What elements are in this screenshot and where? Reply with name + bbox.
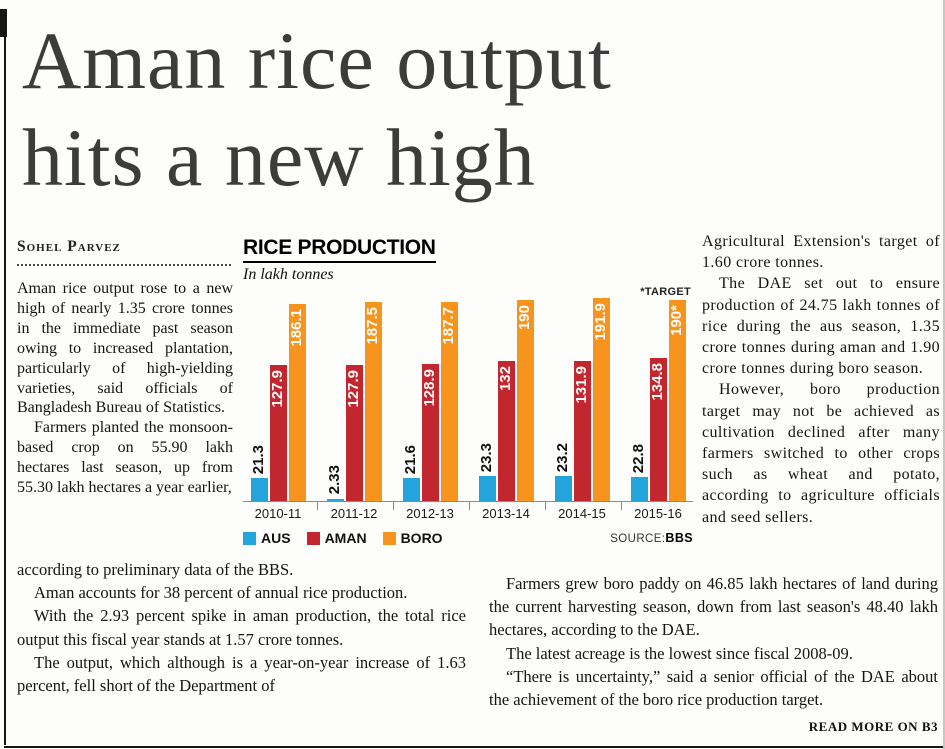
boro-value-label: 187.5 [364,307,381,345]
chart-subtitle: In lakh tonnes [243,266,334,283]
chart-x-axis: 2010-11 2011-12 2012-13 2013-14 2014-15 2015-… [243,501,693,521]
bar-group-2013-14: 23.3 132 190 [471,299,541,501]
bar-group-2011-12: 2.33 127.9 187.5 [319,302,389,501]
x-axis-label-2014-15: 2014-15 [545,501,617,521]
boro-bar-2011-12: 187.5 [364,302,382,501]
page-edge-rule-right [943,0,945,749]
aus-bar-2013-14: 23.3 [478,443,496,501]
scan-corner-mark [0,9,7,37]
x-axis-label-2010-11: 2010-11 [254,506,302,521]
byline: Sohel Parvez [17,238,121,255]
aman-value-label: 128.9 [421,369,438,407]
headline: Aman rice output hits a new high [22,12,937,206]
aman-bar-2015-16: 134.8 [649,358,667,501]
read-more-note: READ MORE ON B3 [808,719,938,735]
aman-bar-2014-15: 131.9 [573,361,591,501]
paragraph: Aman rice output rose to a new high of n… [17,280,233,417]
boro-value-label: 186.1 [288,308,305,347]
headline-line1: Aman rice output [22,15,612,106]
paragraph: Agricultural Extension's target of 1.60 … [702,233,940,272]
paragraph: With the 2.93 percent spike in aman prod… [17,606,466,649]
boro-bar-2012-13: 187.7 [440,302,458,501]
boro-value-label: 187.7 [440,307,457,345]
aus-value-label: 22.8 [630,443,647,473]
bar-group-2012-13: 21.6 128.9 187.7 [395,302,465,501]
boro-value-label: 190 [516,304,533,330]
aus-value-label: 23.3 [478,443,495,473]
byline-divider [17,258,231,266]
legend-item-aus: AUS [243,530,291,546]
aus-bar-2014-15: 23.2 [554,443,572,501]
bar-group-2015-16: 22.8 134.8 190* [623,299,693,501]
x-axis-label-2012-13: 2012-13 [393,501,465,521]
x-axis-label-2013-14: 2013-14 [469,501,541,521]
paragraph: The output, which although is a year-on-… [17,652,466,696]
legend-label: AMAN [324,530,367,546]
chart-legend: AUS AMAN BORO [243,530,443,546]
chart-title: RICE PRODUCTION [243,236,436,263]
legend-swatch-aus [243,531,256,545]
source-label: SOURCE: [610,533,666,545]
aus-bar-2011-12: 2.33 [326,465,344,501]
bar-group-2010-11: 21.3 127.9 186.1 [243,303,313,501]
boro-value-label: 190* [668,304,685,336]
aman-bar-2013-14: 132 [497,361,515,501]
rice-production-chart: RICE PRODUCTION In lakh tonnes *TARGET 2… [243,236,693,546]
paragraph: Farmers planted the monsoon-based crop o… [17,419,233,497]
aman-bar-2011-12: 127.9 [345,365,363,501]
boro-bar-2015-16: 190* [668,299,686,501]
aus-bar-2015-16: 22.8 [630,444,648,501]
legend-item-boro: BORO [382,530,443,546]
legend-swatch-aman [306,531,320,545]
aman-value-label: 127.9 [269,370,286,408]
article-column-left-wide: according to preliminary data of the BBS… [17,558,466,697]
boro-bar-2013-14: 190 [516,299,534,501]
bar-group-2014-15: 23.2 131.9 191.9 [547,297,617,501]
x-axis-label-2015-16: 2015-16 [621,501,693,521]
aus-value-label: 23.2 [554,443,571,473]
x-axis-label-2011-12: 2011-12 [317,501,389,521]
article-column-left: Aman rice output rose to a new high of n… [17,279,233,498]
aman-bar-2010-11: 127.9 [269,365,287,501]
legend-swatch-boro [382,531,396,545]
paragraph: The DAE set out to ensure production of … [702,275,940,378]
chart-footer: AUS AMAN BORO SOURCE:BBS [243,530,693,546]
aus-value-label: 21.6 [402,444,419,475]
chart-source: SOURCE:BBS [610,531,693,545]
paragraph: Aman accounts for 38 percent of annual r… [34,583,408,603]
boro-value-label: 191.9 [592,302,609,341]
aus-bar-2010-11: 21.3 [250,445,268,501]
page-edge-rule-bottom [4,746,945,748]
source-value: BBS [665,531,693,545]
boro-bar-2014-15: 191.9 [592,297,610,501]
paragraph: according to preliminary data of the BBS… [17,560,294,579]
paragraph: However, boro production target may not … [702,381,940,526]
aman-value-label: 131.9 [573,366,590,404]
chart-target-note: *TARGET [640,286,691,298]
aus-bar-2012-13: 21.6 [402,445,420,501]
legend-item-aman: AMAN [306,530,367,546]
legend-label: AUS [261,530,291,546]
boro-bar-2010-11: 186.1 [288,303,306,501]
headline-line2: hits a new high [22,112,536,203]
article-column-right: Agricultural Extension's target of 1.60 … [702,231,940,528]
page-edge-rule-left [4,9,6,745]
aus-value-label: 21.3 [250,445,267,475]
chart-plot-area: 21.3 127.9 186.1 2.33 127.9 187.5 21.6 128.9 187… [243,290,693,502]
aus-value-label: 2.33 [326,465,343,495]
aman-value-label: 132 [497,366,514,392]
aman-value-label: 127.9 [345,370,362,408]
aman-bar-2012-13: 128.9 [421,364,439,501]
aman-value-label: 134.8 [649,363,666,401]
paragraph: The latest acreage is the lowest since f… [506,643,853,663]
paragraph: “There is uncertainty,” said a senior of… [489,666,938,710]
paragraph: Farmers grew boro paddy on 46.85 lakh he… [489,574,938,640]
legend-label: BORO [400,530,443,546]
article-column-right-wide: Farmers grew boro paddy on 46.85 lakh he… [489,572,938,738]
